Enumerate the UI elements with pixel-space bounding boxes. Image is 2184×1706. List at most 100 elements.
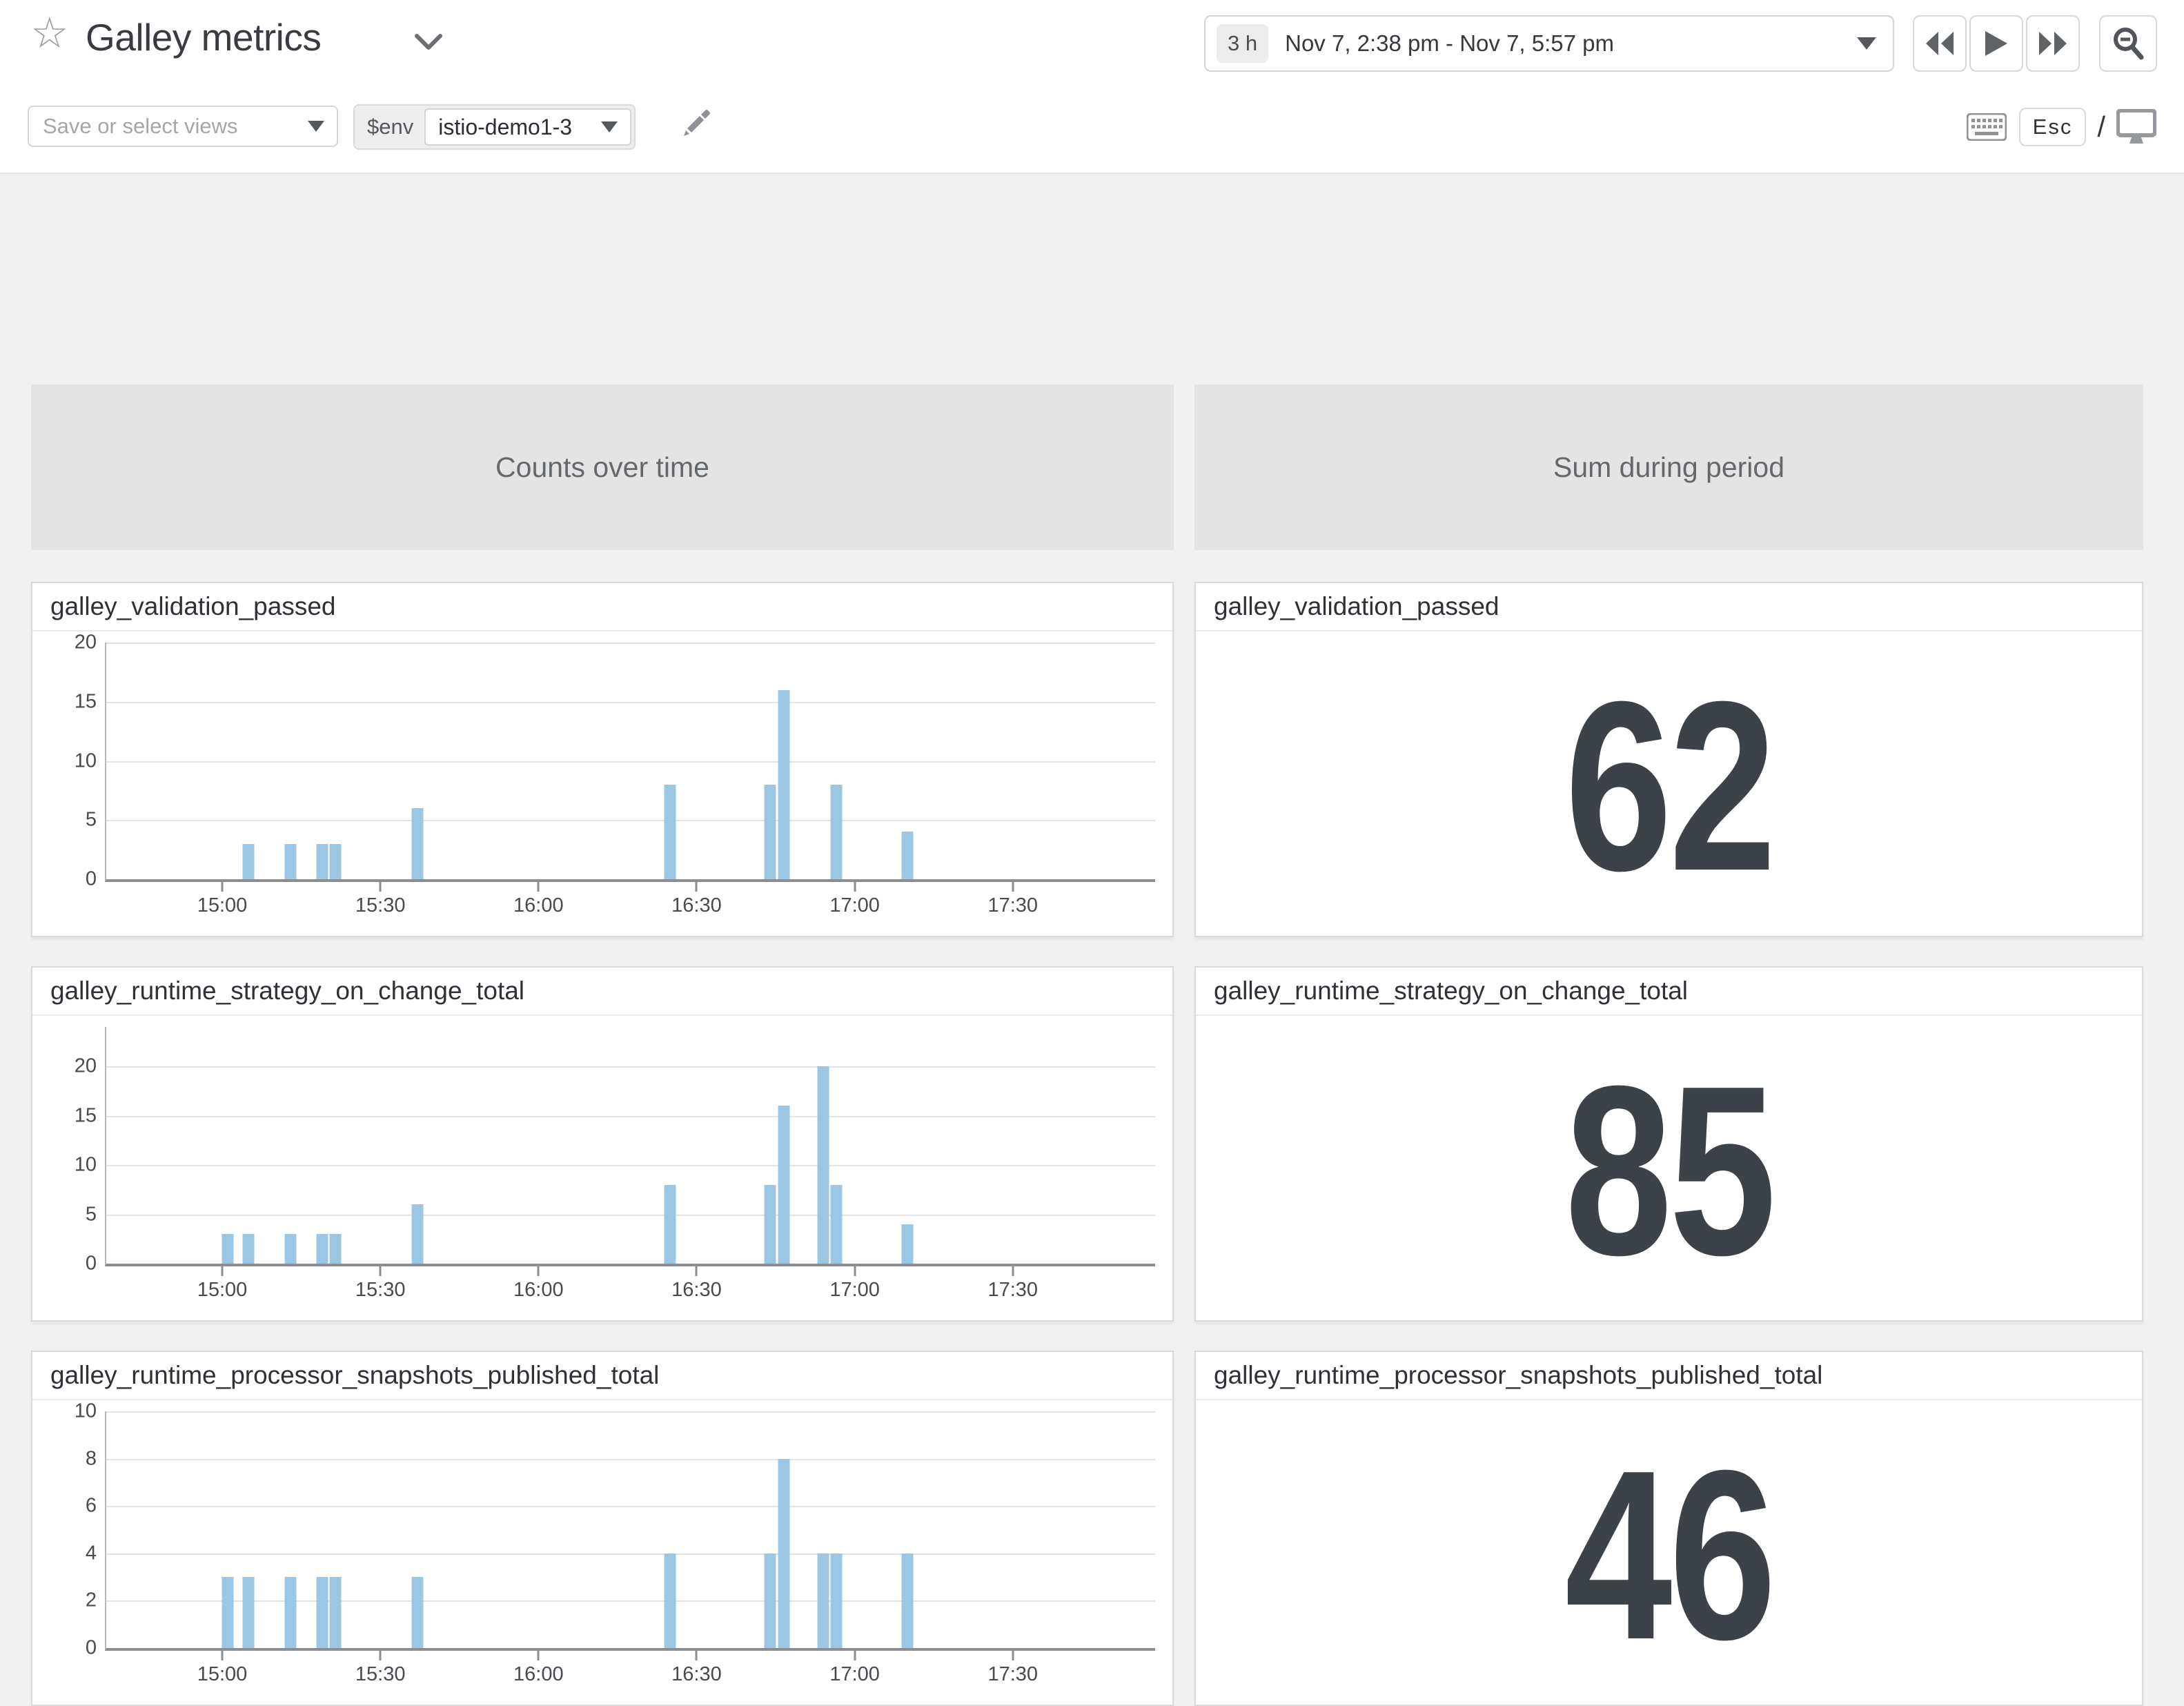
sum-panel-strategy-on-change: galley_runtime_strategy_on_change_total … [1194,966,2143,1322]
x-axis-tick-label: 17:30 [987,1663,1039,1685]
y-axis-tick-label: 4 [85,1542,97,1565]
x-axis-tick-mark [695,1651,698,1660]
x-axis-tick-label: 16:00 [513,894,564,916]
y-axis-tick-label: 0 [85,1636,97,1659]
esc-key-button[interactable]: Esc [2018,108,2087,146]
x-axis-tick-label: 15:00 [197,1279,248,1301]
x-axis-tick-label: 16:30 [671,1279,722,1301]
rewind-icon [1926,32,1954,55]
favorite-star-icon[interactable]: ☆ [30,10,69,57]
y-gridline [106,761,1155,763]
x-axis-tick-label: 15:00 [197,894,248,916]
x-axis-tick-mark [379,1651,382,1660]
chart-bar [664,784,676,879]
chart-bar [316,1577,328,1648]
chart-bar [411,1204,424,1264]
chart-bar [901,1553,914,1648]
zoom-out-icon [2114,28,2144,60]
x-axis-tick-mark [854,1651,856,1660]
x-axis-tick-mark [1012,1651,1014,1660]
y-axis-tick-label: 20 [74,631,97,654]
y-axis-tick-label: 2 [85,1589,97,1611]
y-axis-tick-label: 10 [74,1153,97,1176]
fast-forward-button[interactable] [2026,15,2080,72]
chart-bar [817,1066,829,1264]
timeseries-plot[interactable]: 0 2 4 6 8 10 15:00 15:30 16:00 16:30 17:00 17:30 [75,1400,1155,1685]
top-header: ☆ Galley metrics 3 h Nov 7, 2:38 pm - No… [0,0,2184,174]
chart-bar [242,843,255,879]
y-gridline [106,1600,1155,1602]
chart-bar [764,784,776,879]
x-axis-tick-mark [854,882,856,892]
x-axis-tick-mark [221,1266,224,1276]
time-range-picker[interactable]: 3 h Nov 7, 2:38 pm - Nov 7, 5:57 pm [1204,15,1894,72]
x-axis-tick-label: 17:00 [829,1663,880,1685]
x-axis-tick-mark [221,882,224,892]
chart-bar [830,784,843,879]
y-axis-tick-label: 15 [74,1104,97,1127]
play-icon [1985,31,2007,56]
edit-pencil-icon[interactable] [678,109,711,142]
sum-panel-snapshots-published: galley_runtime_processor_snapshots_publi… [1194,1351,2143,1706]
time-duration-badge: 3 h [1217,24,1269,63]
big-number-value: 85 [1564,1036,1777,1306]
zoom-out-button[interactable] [2099,15,2157,72]
x-axis-tick-mark [379,882,382,892]
env-select-caret-icon [601,121,618,133]
chart-bar [901,832,914,879]
x-axis-tick-label: 17:30 [987,894,1039,916]
y-axis-tick-label: 10 [74,1400,97,1422]
y-axis-tick-label: 20 [74,1055,97,1077]
page-title: Galley metrics [86,16,322,59]
monitor-icon[interactable] [2116,109,2156,145]
chart-bar [830,1553,843,1648]
chart-bar [830,1184,843,1264]
views-select-caret-icon [308,121,324,132]
time-picker-caret-icon [1857,37,1876,50]
x-axis-tick-mark [695,882,698,892]
chart-bar [664,1184,676,1264]
x-axis-tick-label: 17:00 [829,1279,880,1301]
play-button[interactable] [1969,15,2023,72]
timeseries-plot[interactable]: 0 5 10 15 20 15:00 15:30 16:00 16:30 17:00 17:30 [75,1027,1155,1301]
x-axis-tick-label: 15:00 [197,1663,248,1685]
sum-panel-validation-passed: galley_validation_passed 62 [1194,582,2143,937]
chart-bar [329,1577,342,1648]
y-gridline [106,1115,1155,1117]
y-axis-tick-label: 0 [85,867,97,890]
chart-bar [329,843,342,879]
chart-bar [329,1234,342,1264]
fast-forward-icon [2039,32,2067,55]
y-axis-tick-label: 10 [74,749,97,772]
x-axis-tick-mark [379,1266,382,1276]
chart-bar [764,1184,776,1264]
x-axis-tick-label: 17:30 [987,1279,1039,1301]
env-variable-name: $env [367,115,414,139]
sum-panel-title: galley_runtime_strategy_on_change_total [1196,968,2142,1016]
big-number-value: 46 [1564,1420,1777,1691]
dashboard-content: Counts over time Sum during period galle… [0,174,2184,1706]
x-axis-tick-mark [537,1651,540,1660]
sum-panel-title: galley_runtime_processor_snapshots_publi… [1196,1352,2142,1400]
x-axis-tick-mark [221,1651,224,1660]
y-gridline [106,820,1155,822]
views-select[interactable]: Save or select views [28,106,338,147]
chart-bar [284,1577,297,1648]
chart-bar [284,1234,297,1264]
chart-title: galley_runtime_strategy_on_change_total [32,968,1172,1016]
y-gridline [106,1214,1155,1216]
x-axis-tick-label: 16:00 [513,1279,564,1301]
env-value-select[interactable]: istio-demo1-3 [424,108,632,146]
y-gridline [106,1506,1155,1508]
keyboard-icon[interactable] [1966,113,2007,141]
title-chevron-down-icon[interactable] [414,33,443,51]
chart-title: galley_runtime_processor_snapshots_publi… [32,1352,1172,1400]
sum-panel-title: galley_validation_passed [1196,583,2142,631]
chart-bar [316,1234,328,1264]
rewind-button[interactable] [1913,15,1967,72]
shortcut-cluster: Esc / [1966,104,2156,150]
timeseries-plot[interactable]: 0 5 10 15 20 15:00 15:30 16:00 16:30 17:00 17:30 [75,631,1155,916]
chart-panel-strategy-on-change: galley_runtime_strategy_on_change_total … [31,966,1174,1322]
x-axis-tick-mark [854,1266,856,1276]
